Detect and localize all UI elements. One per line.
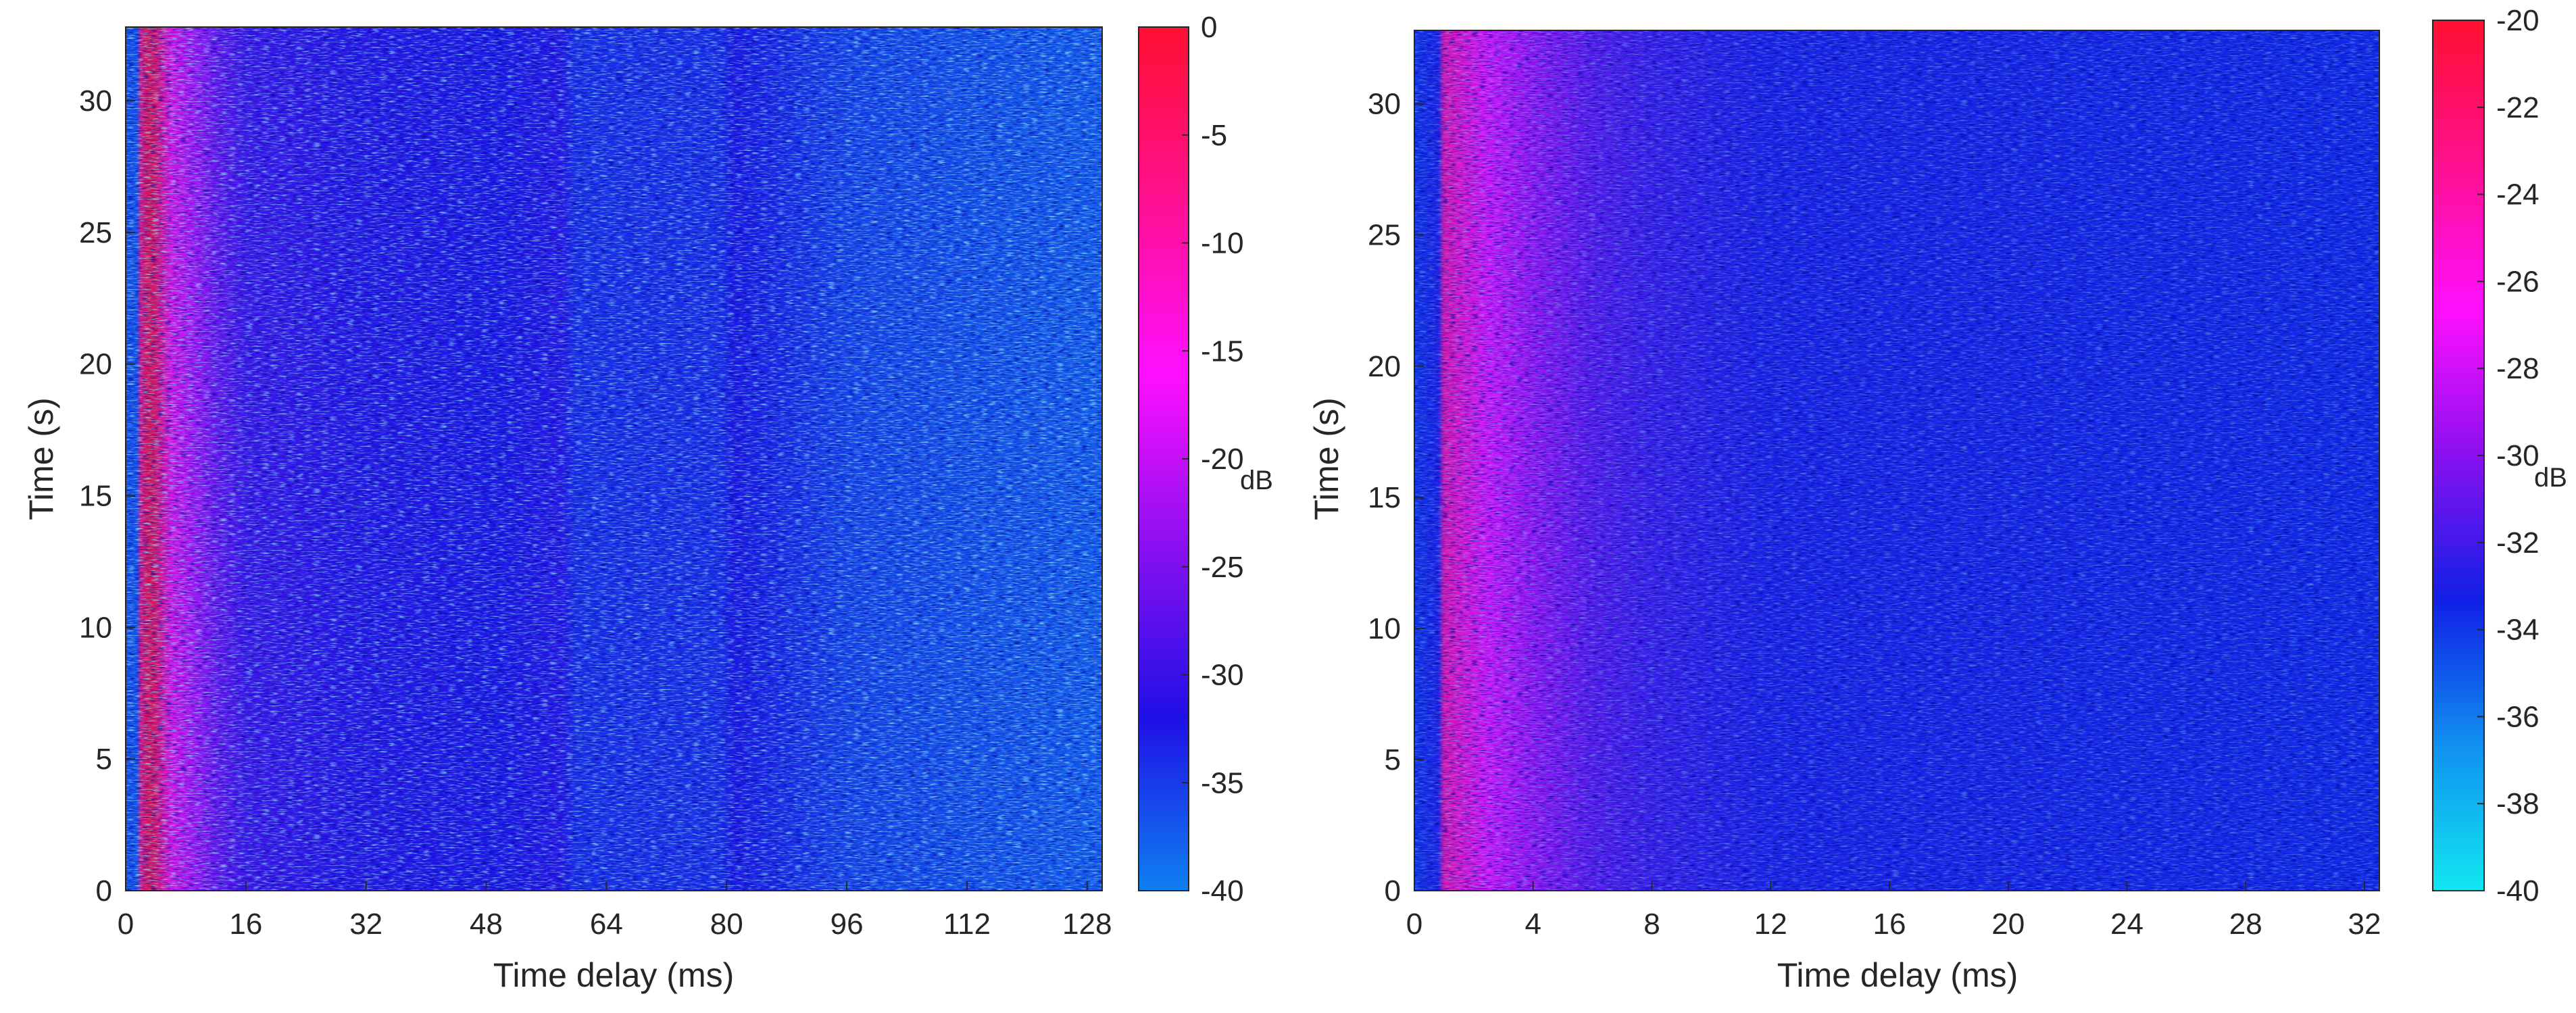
y-tick-label: 25 [1368, 219, 1401, 252]
y-tick-label: 10 [79, 611, 112, 644]
y-tick-label: 5 [1385, 743, 1401, 776]
colorbar-tick-label: -5 [1201, 119, 1227, 152]
x-tick-label: 0 [118, 908, 134, 941]
colorbar-ticks: -20 -22 -24 -26 -28 -30 -32 -34 -36 -38 -40 [2477, 4, 2540, 908]
colorbar-tick-label: -36 [2496, 700, 2540, 733]
colorbar-tick-label: -24 [2496, 178, 2540, 212]
y-tick-label: 10 [1368, 612, 1401, 645]
y-tick-label: 0 [1385, 874, 1401, 908]
y-axis: 0 5 10 15 20 25 30 [79, 84, 135, 908]
colorbar-tick-label: -20 [1201, 443, 1244, 476]
y-axis-label: Time (s) [22, 397, 60, 520]
y-tick-label: 30 [79, 84, 112, 118]
colorbar-tick-label: -28 [2496, 352, 2540, 385]
x-tick-label: 32 [349, 908, 382, 941]
x-tick-label: 8 [1643, 908, 1660, 941]
x-axis: 0 4 8 12 16 20 24 28 32 [1406, 881, 2381, 941]
x-tick-label: 48 [470, 908, 503, 941]
x-tick-label: 128 [1062, 908, 1112, 941]
colorbar-tick-label: -34 [2496, 614, 2540, 647]
y-tick-label: 20 [1368, 350, 1401, 383]
colorbar-label: dB [1240, 466, 1273, 495]
y-tick-label: 30 [1368, 88, 1401, 121]
colorbar [1138, 26, 1189, 891]
y-axis-label: Time (s) [1308, 397, 1345, 520]
colorbar-tick-label: -32 [2496, 526, 2540, 560]
y-tick-label: 15 [79, 480, 112, 513]
y-tick-label: 0 [96, 874, 112, 908]
x-tick-label: 28 [2229, 908, 2262, 941]
colorbar-tick-label: -35 [1201, 766, 1244, 799]
colorbar-tick-label: -30 [1201, 659, 1244, 692]
colorbar-tick-label: -22 [2496, 91, 2540, 124]
x-tick-label: 16 [1873, 908, 1906, 941]
x-tick-label: 0 [1406, 908, 1422, 941]
colorbar-tick-label: -30 [2496, 439, 2540, 472]
colorbar-tick-label: -15 [1201, 335, 1244, 368]
y-tick-label: 20 [79, 348, 112, 381]
plot-frame [1414, 30, 2380, 891]
colorbar-tick-label: -40 [2496, 874, 2540, 908]
x-tick-label: 80 [710, 908, 743, 941]
chart-panel-right: 0 5 10 15 20 25 30 0 4 8 12 16 20 24 28 32 Time delay … [1308, 4, 2567, 994]
plot-frame [125, 26, 1103, 891]
x-tick-label: 20 [1991, 908, 2025, 941]
colorbar-tick-label: -38 [2496, 787, 2540, 820]
colorbar-tick-label: -25 [1201, 551, 1244, 584]
x-tick-label: 12 [1754, 908, 1787, 941]
heatmap-noise-light [126, 27, 1102, 891]
chart-panel-left: 0 5 10 15 20 25 30 0 16 32 48 64 80 96 112 128 Time de… [22, 11, 1273, 994]
colorbar-tick-label: -10 [1201, 227, 1244, 260]
x-axis-label: Time delay (ms) [1777, 956, 2018, 994]
x-tick-label: 32 [2348, 908, 2381, 941]
colorbar [2432, 20, 2485, 891]
y-tick-label: 15 [1368, 481, 1401, 514]
x-tick-label: 16 [229, 908, 262, 941]
colorbar-tick-label: 0 [1201, 11, 1217, 44]
x-tick-label: 112 [943, 908, 991, 941]
y-tick-label: 25 [79, 216, 112, 249]
colorbar-tick-label: -26 [2496, 265, 2540, 298]
colorbar-tick-label: -20 [2496, 4, 2540, 37]
x-axis-label: Time delay (ms) [493, 956, 735, 994]
y-axis: 0 5 10 15 20 25 30 [1368, 88, 1424, 908]
y-tick-label: 5 [96, 743, 112, 776]
colorbar-label: dB [2534, 463, 2567, 493]
colorbar-tick-label: -40 [1201, 874, 1244, 908]
x-axis: 0 16 32 48 64 80 96 112 128 [118, 881, 1112, 941]
x-tick-label: 64 [590, 908, 623, 941]
x-tick-label: 4 [1525, 908, 1541, 941]
colorbar-ticks: 0 -5 -10 -15 -20 -25 -30 -35 -40 [1182, 11, 1244, 908]
x-tick-label: 96 [831, 908, 864, 941]
heatmap-noise-light [1414, 30, 2379, 891]
x-tick-label: 24 [2110, 908, 2144, 941]
